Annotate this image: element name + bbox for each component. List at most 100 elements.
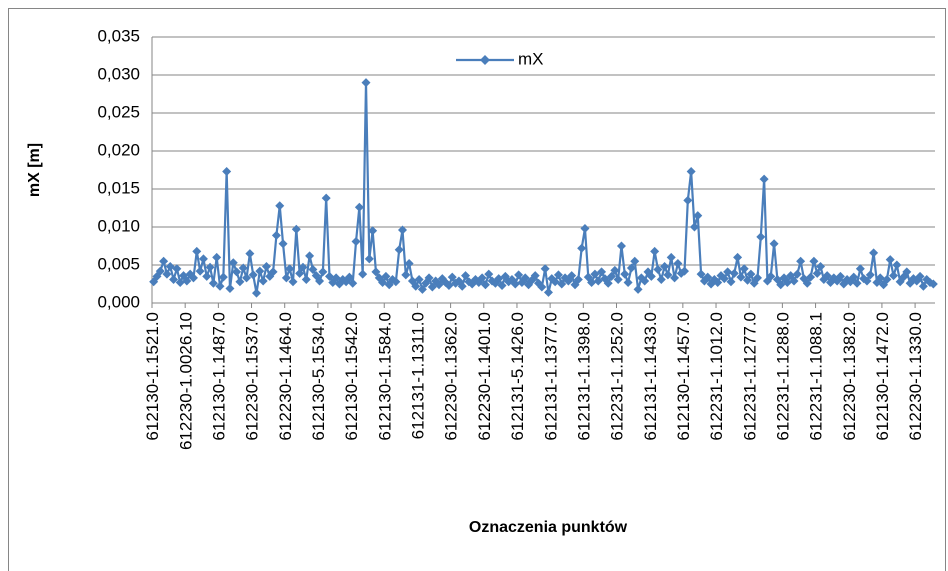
marker [351, 236, 361, 246]
x-tick-label: 612130-5.1534.0 [309, 312, 328, 441]
marker [889, 271, 899, 281]
y-tick-label: 0,015 [97, 178, 140, 197]
marker [875, 273, 885, 283]
marker [766, 271, 776, 281]
x-tick-label: 612130-1.1472.0 [873, 312, 892, 441]
marker [613, 274, 623, 284]
marker [305, 251, 315, 261]
marker [733, 252, 743, 262]
marker [646, 271, 656, 281]
marker [666, 252, 676, 262]
marker [348, 278, 358, 288]
marker [461, 271, 471, 281]
x-tick-label: 612230-1.1464.0 [276, 312, 295, 441]
marker [484, 269, 494, 279]
x-tick-label: 612130-1.1542.0 [342, 312, 361, 441]
marker [653, 265, 663, 275]
marker [258, 276, 268, 286]
marker [457, 281, 467, 291]
x-tick-label: 612231-1.1012.0 [707, 312, 726, 441]
marker [192, 246, 202, 256]
marker [915, 271, 925, 281]
marker [693, 211, 703, 221]
marker [746, 269, 756, 279]
marker [723, 267, 733, 277]
marker [447, 272, 457, 282]
marker [358, 269, 368, 279]
x-tick-label: 612231-1.1288.0 [774, 312, 793, 441]
marker [713, 277, 723, 287]
marker [660, 262, 670, 272]
marker [855, 264, 865, 274]
x-tick-label: 612130-1.1584.0 [375, 312, 394, 441]
marker [543, 287, 553, 297]
marker [626, 263, 636, 273]
marker [404, 258, 414, 268]
x-tick-label: 612131-1.1433.0 [641, 312, 660, 441]
marker [752, 273, 762, 283]
marker [411, 281, 421, 291]
marker [480, 280, 490, 290]
marker [198, 254, 208, 264]
marker [683, 195, 693, 205]
marker [656, 274, 666, 284]
marker [514, 270, 524, 280]
y-tick-label: 0,010 [97, 216, 140, 235]
marker [397, 225, 407, 235]
marker [812, 268, 822, 278]
marker [620, 269, 630, 279]
marker [673, 258, 683, 268]
marker [553, 270, 563, 280]
marker [862, 276, 872, 286]
marker [743, 275, 753, 285]
x-tick-label: 612130-1.1521.0 [143, 312, 162, 441]
marker [318, 267, 328, 277]
marker [321, 193, 331, 203]
x-tick-label: 612131-5.1426.0 [508, 312, 527, 441]
marker [869, 248, 879, 258]
y-tick-label: 0,005 [97, 254, 140, 273]
marker [796, 256, 806, 266]
y-tick-label: 0,030 [97, 64, 140, 83]
marker [537, 282, 547, 292]
marker [344, 272, 354, 282]
marker [361, 78, 371, 88]
marker [633, 284, 643, 294]
marker [928, 279, 938, 289]
marker [689, 222, 699, 232]
marker [802, 278, 812, 288]
marker [892, 260, 902, 270]
marker [597, 267, 607, 277]
marker [573, 274, 583, 284]
marker [607, 271, 617, 281]
marker [603, 278, 613, 288]
marker [225, 284, 235, 294]
marker [806, 272, 816, 282]
marker [686, 167, 696, 177]
marker [849, 272, 859, 282]
x-tick-label: 612131-1.1398.0 [574, 312, 593, 441]
marker [394, 245, 404, 255]
marker [195, 266, 205, 276]
marker [271, 230, 281, 240]
marker [577, 243, 587, 253]
marker [162, 269, 172, 279]
marker [670, 273, 680, 283]
marker [235, 277, 245, 287]
marker [291, 224, 301, 234]
marker [630, 256, 640, 266]
marker [640, 276, 650, 286]
marker [540, 264, 550, 274]
marker [918, 281, 928, 291]
marker [852, 278, 862, 288]
marker [391, 277, 401, 287]
marker [182, 276, 192, 286]
marker [623, 277, 633, 287]
x-tick-label: 612130-1.1487.0 [209, 312, 228, 441]
marker [477, 273, 487, 283]
x-tick-label: 612230-1.1382.0 [840, 312, 859, 441]
marker [222, 167, 232, 177]
x-tick-label: 612231-1.1088.1 [807, 312, 826, 441]
